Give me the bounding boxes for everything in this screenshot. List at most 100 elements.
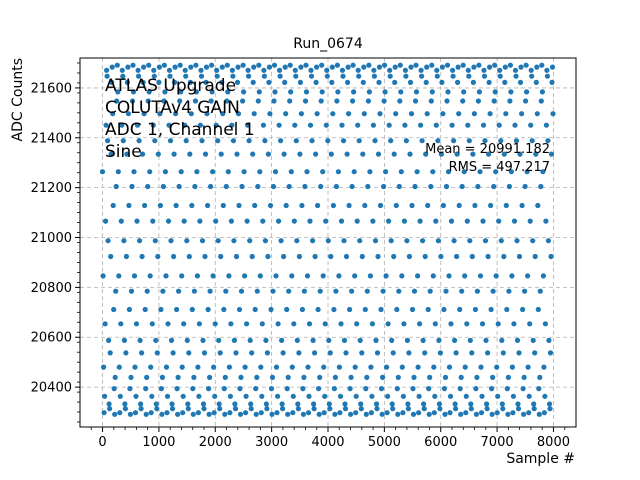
data-point: [329, 64, 335, 70]
data-point: [278, 238, 284, 244]
data-point: [137, 337, 143, 343]
data-point: [529, 138, 535, 144]
data-point: [230, 73, 236, 79]
data-point: [302, 183, 308, 190]
data-point: [171, 253, 177, 260]
y-tick-label: 20400: [31, 381, 72, 396]
data-point: [165, 218, 172, 224]
data-point: [468, 401, 474, 407]
data-point: [489, 386, 495, 392]
data-point: [187, 79, 193, 85]
data-point: [411, 288, 418, 294]
data-point: [182, 67, 188, 73]
data-point: [481, 67, 487, 73]
data-point: [494, 410, 500, 416]
data-point: [263, 337, 269, 343]
data-point: [442, 411, 448, 417]
data-point: [434, 67, 440, 73]
data-point: [102, 393, 108, 399]
data-point: [533, 151, 539, 157]
data-point: [318, 183, 324, 190]
data-point: [374, 350, 381, 356]
data-point: [161, 62, 167, 68]
data-point: [291, 218, 297, 224]
data-point: [208, 183, 214, 190]
data-point: [527, 321, 533, 327]
data-point: [470, 151, 476, 157]
data-point: [440, 202, 446, 209]
data-point: [385, 393, 391, 399]
data-point: [360, 151, 366, 157]
data-point: [343, 350, 349, 356]
data-point: [435, 138, 441, 144]
data-point: [545, 238, 552, 244]
data-point: [331, 386, 337, 392]
data-point: [221, 306, 227, 313]
data-point: [431, 410, 437, 416]
data-point: [236, 202, 242, 209]
data-point: [299, 306, 305, 313]
data-point: [216, 337, 222, 343]
data-point: [492, 62, 498, 68]
data-point: [382, 62, 388, 68]
data-point: [241, 169, 247, 175]
data-point: [425, 202, 431, 209]
data-point: [232, 401, 238, 407]
data-point: [433, 122, 439, 128]
data-point: [529, 73, 535, 79]
data-point: [228, 321, 234, 327]
data-point: [504, 306, 510, 313]
data-point: [508, 169, 514, 175]
data-point: [513, 138, 520, 144]
data-point: [505, 374, 511, 380]
data-point: [457, 306, 463, 313]
data-point: [393, 202, 399, 209]
data-point: [342, 401, 348, 407]
data-point: [101, 364, 107, 370]
data-point: [402, 122, 408, 128]
data-point: [262, 138, 268, 144]
data-point: [270, 288, 276, 294]
data-point: [340, 73, 346, 79]
data-point: [308, 73, 315, 79]
data-point: [298, 64, 304, 70]
data-point: [327, 406, 333, 412]
data-point: [530, 337, 536, 343]
data-point: [182, 122, 188, 128]
data-point: [496, 218, 502, 224]
data-point: [111, 306, 117, 313]
data-point: [498, 138, 504, 144]
data-point: [397, 98, 403, 104]
data-point: [208, 98, 214, 104]
data-point: [483, 337, 489, 343]
data-point: [105, 138, 111, 144]
data-point: [242, 273, 248, 279]
data-point: [445, 89, 451, 95]
data-point: [427, 288, 433, 294]
data-point: [240, 62, 246, 68]
data-point: [193, 62, 199, 68]
data-point: [174, 306, 180, 313]
data-point: [405, 406, 411, 412]
data-point: [326, 337, 332, 343]
data-point: [197, 218, 203, 224]
data-point: [292, 67, 298, 73]
data-point: [506, 288, 512, 294]
data-point: [538, 98, 544, 104]
data-point: [198, 67, 204, 73]
data-point: [502, 79, 508, 85]
data-point: [342, 406, 349, 412]
data-point: [358, 406, 364, 412]
data-point: [469, 350, 475, 356]
data-point: [138, 406, 144, 412]
data-point: [229, 122, 235, 128]
data-point: [428, 183, 434, 190]
data-point: [473, 411, 479, 417]
data-point: [210, 273, 216, 279]
data-point: [271, 62, 278, 68]
data-point: [446, 273, 452, 279]
mean-annotation: Mean = 20991.182: [425, 142, 550, 157]
data-point: [509, 364, 515, 370]
data-point: [280, 350, 286, 356]
data-point: [478, 364, 484, 370]
